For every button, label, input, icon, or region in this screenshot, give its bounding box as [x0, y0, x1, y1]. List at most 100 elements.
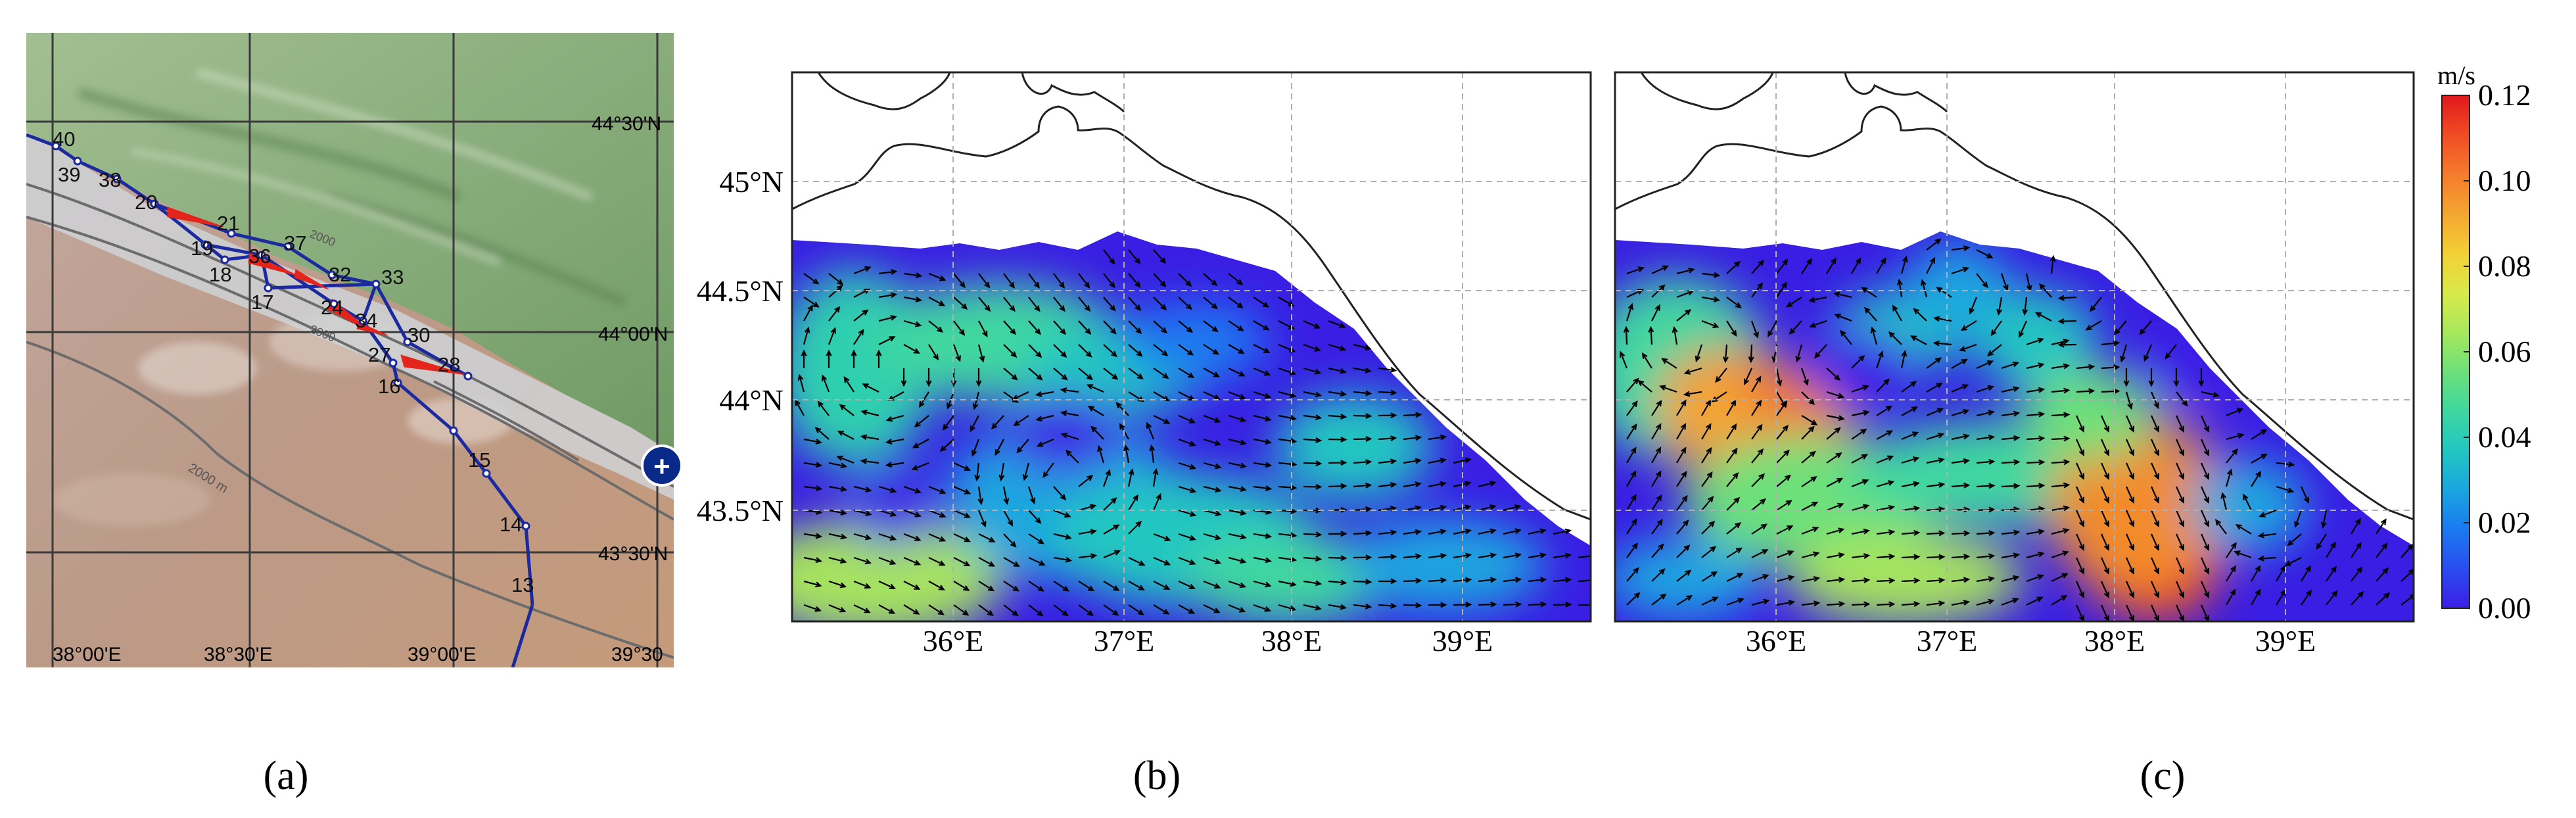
- velocity-arrow: [1178, 320, 1193, 333]
- velocity-arrow: [1328, 555, 1347, 562]
- velocity-arrow: [1428, 434, 1447, 441]
- velocity-arrow: [821, 374, 830, 393]
- velocity-arrow: [1876, 601, 1896, 608]
- velocity-arrow: [1969, 297, 1978, 315]
- velocity-arrow: [2173, 368, 2180, 387]
- velocity-arrow: [1428, 481, 1447, 488]
- velocity-arrow: [1751, 423, 1763, 440]
- colorbar-tick-label: 0.06: [2478, 335, 2531, 368]
- velocity-arrow: [2085, 320, 2102, 331]
- velocity-arrow: [1801, 600, 1821, 607]
- velocity-arrow: [2034, 312, 2052, 322]
- velocity-arrow: [1751, 523, 1768, 535]
- velocity-arrow: [1097, 445, 1105, 464]
- velocity-arrow: [1722, 344, 1729, 364]
- panel-b-lon-label: 38°E: [1261, 624, 1323, 658]
- velocity-arrow: [1149, 444, 1156, 464]
- velocity-arrow: [1676, 399, 1687, 416]
- velocity-arrow: [2175, 510, 2184, 527]
- velocity-arrow: [2100, 439, 2109, 456]
- coastline: [792, 105, 1591, 521]
- velocity-arrow: [953, 557, 971, 567]
- station-label: 18: [209, 263, 231, 286]
- velocity-arrow: [1623, 325, 1629, 345]
- velocity-arrow: [2226, 542, 2237, 558]
- velocity-arrow: [1701, 496, 1714, 511]
- velocity-arrow: [1253, 367, 1271, 376]
- velocity-arrow: [903, 556, 922, 565]
- velocity-arrow: [2026, 435, 2046, 442]
- velocity-arrow: [928, 297, 946, 306]
- velocity-arrow: [885, 438, 904, 445]
- panel-a-lon-label: 39°00'E: [408, 644, 476, 665]
- velocity-arrow: [1776, 424, 1789, 440]
- velocity-arrow: [1776, 474, 1791, 487]
- velocity-arrow: [828, 285, 843, 298]
- velocity-arrow: [1053, 581, 1069, 592]
- station-label: 20: [135, 191, 157, 214]
- velocity-arrow: [2351, 542, 2362, 558]
- velocity-arrow: [1726, 547, 1743, 558]
- velocity-arrow: [1926, 433, 1945, 441]
- velocity-arrow: [952, 344, 961, 362]
- velocity-arrow: [1851, 479, 1869, 488]
- velocity-arrow: [1651, 304, 1660, 322]
- velocity-arrow: [1951, 384, 1969, 393]
- velocity-arrow: [1028, 320, 1041, 335]
- velocity-arrow: [1926, 506, 1946, 512]
- velocity-arrow: [1926, 530, 1946, 537]
- velocity-arrow: [1428, 552, 1447, 559]
- velocity-arrow: [1028, 533, 1044, 544]
- velocity-arrow: [1960, 320, 1977, 331]
- velocity-arrow: [1503, 601, 1522, 608]
- map-zoom-button[interactable]: +: [641, 445, 683, 487]
- velocity-arrow: [1637, 379, 1652, 393]
- velocity-arrow: [2049, 254, 2056, 274]
- velocity-arrow: [1090, 425, 1104, 440]
- velocity-arrow: [1003, 533, 1017, 548]
- panel-b-lon-label: 37°E: [1094, 624, 1155, 658]
- velocity-arrow: [970, 415, 979, 433]
- velocity-arrow: [1926, 256, 1936, 274]
- panel-c-lon-label: 39°E: [2255, 624, 2316, 658]
- velocity-arrow: [978, 533, 996, 542]
- velocity-arrow: [1926, 600, 1946, 607]
- velocity-arrow: [1228, 509, 1247, 516]
- velocity-arrow: [1801, 576, 1821, 583]
- velocity-arrow: [1152, 493, 1161, 511]
- velocity-arrow: [876, 349, 882, 368]
- velocity-arrow: [903, 272, 923, 279]
- velocity-arrow: [2226, 565, 2236, 582]
- velocity-arrow: [1801, 450, 1816, 464]
- velocity-arrow: [1701, 399, 1712, 416]
- velocity-arrow: [1801, 476, 1817, 487]
- velocity-arrow: [1078, 604, 1094, 616]
- velocity-arrow: [860, 434, 879, 441]
- velocity-arrow: [1976, 249, 1994, 258]
- velocity-arrow: [1065, 449, 1079, 464]
- velocity-arrow: [1901, 601, 1921, 608]
- velocity-arrow: [1153, 249, 1167, 264]
- velocity-arrow: [2259, 509, 2277, 517]
- velocity-arrow: [1228, 604, 1246, 613]
- velocity-arrow: [1826, 257, 1837, 274]
- velocity-arrow: [1751, 259, 1765, 274]
- velocity-arrow: [1203, 320, 1219, 333]
- velocity-arrow: [803, 273, 820, 285]
- panel-c-current-map: 36°E 37°E 38°E 39°E: [1614, 71, 2415, 658]
- velocity-arrow: [1901, 431, 1919, 441]
- velocity-arrow: [2001, 483, 2021, 489]
- velocity-arrow: [2276, 565, 2286, 582]
- velocity-arrow: [878, 556, 897, 565]
- velocity-arrow: [2276, 485, 2295, 493]
- velocity-arrow: [1876, 553, 1896, 560]
- velocity-arrow: [1726, 297, 1742, 308]
- velocity-arrow: [1228, 533, 1247, 540]
- velocity-arrow: [2150, 557, 2159, 575]
- station-label: 36: [248, 245, 271, 268]
- velocity-arrow: [1353, 390, 1372, 397]
- velocity-arrow: [942, 415, 954, 431]
- station-label: 24: [321, 296, 343, 319]
- velocity-arrow: [2251, 565, 2261, 582]
- velocity-arrow: [903, 344, 920, 354]
